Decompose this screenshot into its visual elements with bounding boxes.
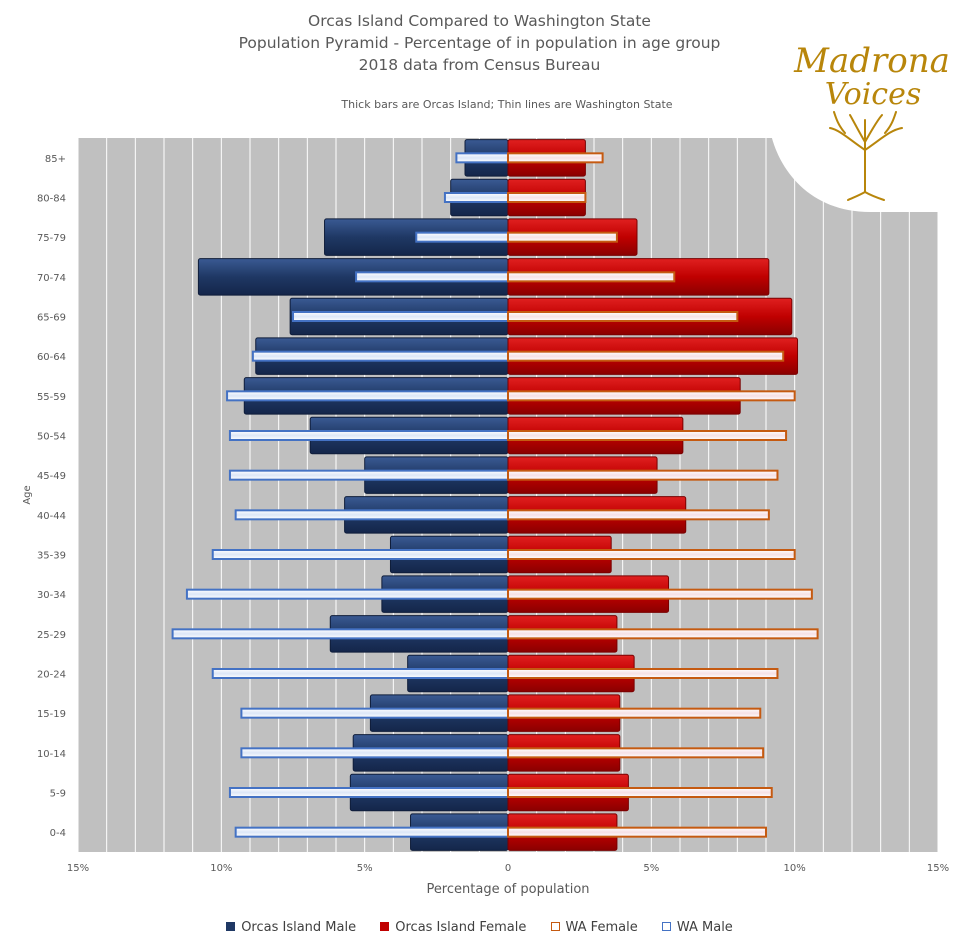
x-tick-label: 15%: [927, 863, 949, 874]
bar-wa-male: [228, 430, 510, 441]
bar-wa-male: [240, 707, 509, 719]
legend-swatch-wa-female: [550, 922, 560, 931]
bar-wa-male: [185, 588, 510, 600]
legend-label-orcas-male: Orcas Island Male: [241, 920, 357, 935]
bar-wa-male: [234, 509, 510, 521]
logo-line-1: Madrona: [793, 41, 950, 81]
title-line-3: 2018 data from Census Bureau: [358, 56, 601, 74]
y-tick-label: 0-4: [50, 828, 66, 839]
chart-title: Orcas Island Compared to Washington Stat…: [0, 10, 959, 76]
bar-wa-male: [226, 390, 509, 402]
legend-label-orcas-female: Orcas Island Female: [395, 920, 527, 935]
y-tick-label: 40-44: [37, 511, 66, 522]
y-tick-label: 60-64: [37, 352, 66, 363]
y-tick-label: 20-24: [37, 670, 66, 681]
bar-wa-female: [507, 271, 676, 283]
legend-item-orcas-male: Orcas Island Male: [226, 920, 356, 935]
bar-wa-female: [507, 628, 819, 640]
bar-wa-male: [443, 192, 509, 203]
y-tick-label: 80-84: [37, 194, 66, 205]
bar-wa-female: [507, 469, 779, 481]
bar-wa-female: [507, 430, 788, 441]
y-tick-label: 5-9: [50, 789, 66, 800]
y-tick-label: 15-19: [37, 709, 66, 720]
bar-wa-female: [507, 509, 770, 521]
bar-wa-female: [507, 707, 762, 719]
legend-item-orcas-female: Orcas Island Female: [380, 920, 526, 935]
x-tick-label: 10%: [784, 863, 806, 874]
x-tick-label: 5%: [643, 863, 659, 874]
bar-wa-male: [228, 469, 510, 481]
bar-wa-male: [455, 152, 509, 164]
bar-wa-male: [228, 787, 510, 798]
bar-wa-male: [240, 747, 509, 759]
y-tick-label: 50-54: [37, 432, 66, 443]
bar-wa-male: [211, 549, 509, 560]
x-tick-label: 10%: [210, 863, 232, 874]
x-axis-label: Percentage of population: [426, 882, 589, 897]
chart-subtitle: Thick bars are Orcas Island; Thin lines …: [341, 98, 673, 111]
bar-wa-female: [507, 231, 618, 243]
y-tick-label: 10-14: [37, 749, 66, 760]
bar-wa-male: [251, 350, 509, 362]
legend-item-wa-male: WA Male: [661, 920, 733, 935]
bar-wa-male: [415, 231, 509, 243]
bar-wa-female: [507, 668, 779, 679]
bar-wa-female: [507, 826, 767, 838]
bar-wa-female: [507, 390, 796, 402]
y-tick-label: 25-29: [37, 630, 66, 641]
bar-wa-female: [507, 152, 604, 164]
legend-label-wa-female: WA Female: [565, 920, 638, 935]
bar-wa-male: [292, 311, 509, 322]
legend-label-wa-male: WA Male: [676, 920, 733, 935]
y-tick-label: 65-69: [37, 313, 66, 324]
y-tick-label: 45-49: [37, 471, 66, 482]
bar-wa-female: [507, 747, 765, 759]
x-tick-label: 15%: [67, 863, 89, 874]
chart-legend: Orcas Island Male Orcas Island Female WA…: [0, 920, 959, 935]
x-tick-label: 5%: [357, 863, 373, 874]
bar-wa-female: [507, 350, 785, 362]
tree-icon: [829, 111, 903, 201]
bar-wa-female: [507, 192, 587, 203]
bar-wa-male: [171, 628, 509, 640]
y-tick-label: 35-39: [37, 551, 66, 562]
bar-wa-male: [234, 826, 510, 838]
legend-swatch-orcas-female: [380, 922, 390, 931]
bar-wa-female: [507, 549, 796, 560]
bar-wa-male: [355, 271, 510, 283]
bar-wa-female: [507, 787, 773, 798]
title-line-2: Population Pyramid - Percentage of in po…: [238, 34, 721, 52]
y-axis-label: Age: [22, 485, 33, 504]
title-line-1: Orcas Island Compared to Washington Stat…: [308, 12, 651, 30]
logo-line-2: Voices: [825, 77, 922, 112]
x-tick-label: 0: [505, 863, 511, 874]
bar-wa-female: [507, 588, 813, 600]
bar-wa-male: [211, 668, 509, 679]
bar-wa-female: [507, 311, 739, 322]
y-tick-label: 30-34: [37, 590, 66, 601]
legend-item-wa-female: WA Female: [550, 920, 638, 935]
y-tick-label: 70-74: [37, 273, 66, 284]
y-tick-label: 75-79: [37, 233, 66, 244]
y-tick-label: 55-59: [37, 392, 66, 403]
legend-swatch-orcas-male: [226, 922, 236, 931]
y-tick-label: 85+: [45, 154, 66, 165]
legend-swatch-wa-male: [661, 922, 671, 931]
madrona-voices-logo: Madrona Voices: [770, 0, 959, 212]
